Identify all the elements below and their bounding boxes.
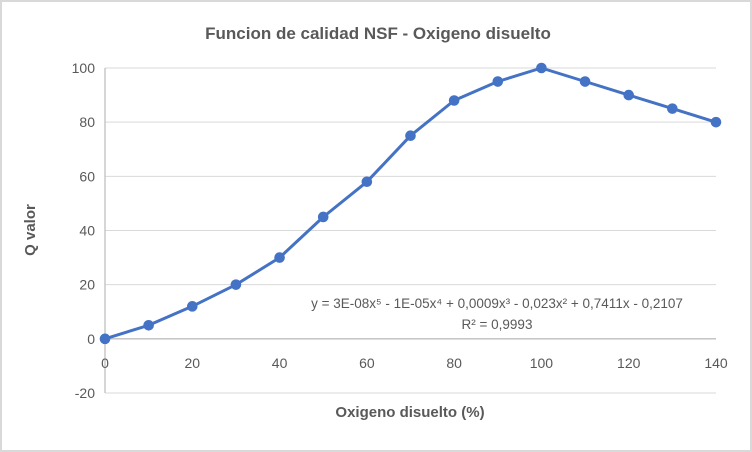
y-tick-label: 100 <box>72 60 96 76</box>
y-tick-label: 0 <box>87 331 95 347</box>
y-tick-label: -20 <box>75 385 95 401</box>
data-point[interactable] <box>274 252 285 263</box>
data-point[interactable] <box>710 116 722 128</box>
data-point[interactable] <box>492 76 504 87</box>
trendline-r2-label[interactable]: R² = 0,9993 <box>462 317 533 332</box>
x-tick-label: 0 <box>101 355 109 371</box>
data-point[interactable] <box>405 130 416 142</box>
x-tick-label: 140 <box>704 355 728 371</box>
y-tick-label: 20 <box>79 277 95 293</box>
x-tick-label: 120 <box>617 355 641 371</box>
data-point[interactable] <box>623 89 635 101</box>
data-point[interactable] <box>448 95 460 106</box>
data-point[interactable] <box>230 279 242 290</box>
x-tick-label: 40 <box>272 355 288 371</box>
x-tick-label: 100 <box>530 355 554 371</box>
data-point[interactable] <box>186 301 198 312</box>
x-tick-label: 80 <box>446 355 462 371</box>
y-tick-label: 40 <box>79 223 95 239</box>
x-axis-title: Oxigeno disuelto (%) <box>335 404 484 421</box>
y-axis-title: Q valor <box>22 204 39 256</box>
data-point[interactable] <box>579 76 591 87</box>
y-tick-label: 60 <box>79 168 95 184</box>
trendline-equation-label[interactable]: y = 3E-08x⁵ - 1E-05x⁴ + 0,0009x³ - 0,023… <box>311 296 683 311</box>
chart-title: Funcion de calidad NSF - Oxigeno disuelt… <box>205 24 551 43</box>
data-point[interactable] <box>667 103 678 114</box>
data-point[interactable] <box>361 176 373 188</box>
x-tick-label: 20 <box>184 355 200 371</box>
data-point[interactable] <box>536 62 547 74</box>
data-point[interactable] <box>143 319 154 331</box>
x-tick-label: 60 <box>359 355 375 371</box>
data-point[interactable] <box>317 211 329 223</box>
plot-area: -20 0 20 40 60 80 100 0 20 40 60 80 100 120 140 <box>72 60 728 401</box>
data-point[interactable] <box>99 333 111 345</box>
y-tick-label: 80 <box>79 114 95 130</box>
